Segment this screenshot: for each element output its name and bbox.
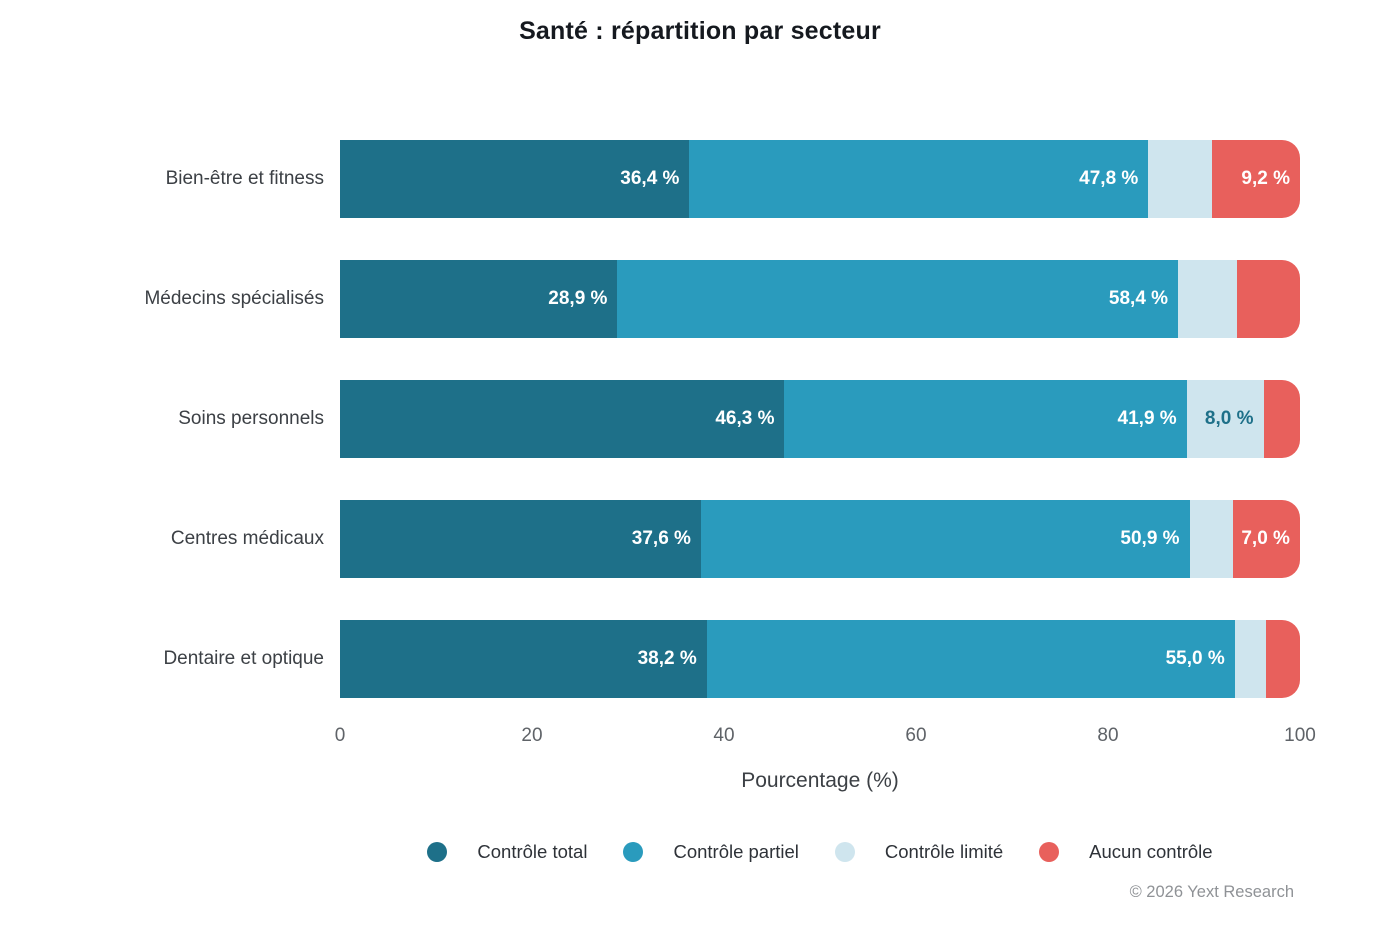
bar-segment-controle-total: 46,3 %	[340, 380, 785, 458]
bar-track: 38,2 % 55,0 %	[340, 620, 1300, 698]
bar-segment-controle-limite	[1234, 620, 1267, 698]
bar-row: Bien-être et fitness 36,4 % 47,8 % 9,2 %	[0, 119, 1400, 239]
bar-segment-controle-limite	[1148, 140, 1212, 218]
bar-track: 28,9 % 58,4 %	[340, 260, 1300, 338]
bar-track: 37,6 % 50,9 % 7,0 %	[340, 500, 1300, 578]
bar-segment-aucun-controle	[1266, 620, 1300, 698]
bar-segment-controle-total: 28,9 %	[340, 260, 618, 338]
segment-label: 28,9 %	[548, 288, 608, 309]
legend-label: Contrôle total	[477, 841, 588, 862]
x-axis-tick: 100	[1284, 725, 1316, 746]
x-axis-tick: 80	[1097, 725, 1119, 746]
bar-row: Centres médicaux 37,6 % 50,9 % 7,0 %	[0, 479, 1400, 599]
bar-segment-controle-total: 36,4 %	[340, 140, 690, 218]
x-axis-tick: 40	[713, 725, 735, 746]
category-label: Dentaire et optique	[163, 648, 324, 669]
legend-label: Contrôle partiel	[673, 841, 799, 862]
category-label: Soins personnels	[178, 408, 324, 429]
legend-dot-icon	[1039, 842, 1060, 862]
category-label: Médecins spécialisés	[144, 288, 324, 309]
bar-segment-aucun-controle	[1236, 260, 1300, 338]
bar-segment-controle-limite	[1189, 500, 1233, 578]
bar-segment-controle-partiel: 47,8 %	[689, 140, 1149, 218]
legend: Contrôle total Contrôle partiel Contrôle l…	[340, 841, 1300, 863]
bar-segment-aucun-controle: 7,0 %	[1232, 500, 1300, 578]
legend-label: Aucun contrôle	[1089, 841, 1213, 862]
segment-label: 41,9 %	[1117, 408, 1177, 429]
x-axis-tick: 20	[521, 725, 543, 746]
legend-dot-icon	[834, 842, 855, 862]
bar-segment-controle-partiel: 55,0 %	[706, 620, 1235, 698]
segment-label: 46,3 %	[715, 408, 775, 429]
segment-label: 50,9 %	[1120, 528, 1180, 549]
legend-dot-icon	[623, 842, 644, 862]
bar-row: Soins personnels 46,3 % 41,9 % 8,0 %	[0, 359, 1400, 479]
segment-label: 8,0 %	[1204, 408, 1254, 429]
x-axis-label: Pourcentage (%)	[741, 769, 899, 792]
bar-track: 46,3 % 41,9 % 8,0 %	[340, 380, 1300, 458]
bar-segment-controle-partiel: 58,4 %	[617, 260, 1179, 338]
segment-label: 47,8 %	[1079, 168, 1139, 189]
chart-title: Santé : répartition par secteur	[519, 17, 881, 45]
legend-item-controle-limite: Contrôle limité	[834, 841, 1004, 863]
legend-item-controle-partiel: Contrôle partiel	[623, 841, 799, 863]
bar-segment-controle-total: 38,2 %	[340, 620, 707, 698]
bar-row: Dentaire et optique 38,2 % 55,0 %	[0, 599, 1400, 719]
bar-track: 36,4 % 47,8 % 9,2 %	[340, 140, 1300, 218]
bar-segment-aucun-controle	[1263, 380, 1300, 458]
segment-label: 38,2 %	[637, 648, 697, 669]
x-axis-tick: 60	[905, 725, 927, 746]
footer-credit: © 2026 Yext Research	[1129, 883, 1294, 901]
x-axis: 0 20 40 60 80 100	[335, 725, 1316, 753]
segment-label: 7,0 %	[1241, 528, 1290, 549]
x-axis-tick: 0	[334, 725, 346, 746]
bar-rows: Bien-être et fitness 36,4 % 47,8 % 9,2 % Méd…	[0, 119, 1400, 719]
bar-segment-controle-limite	[1178, 260, 1237, 338]
legend-dot-icon	[427, 842, 448, 862]
category-label: Centres médicaux	[170, 528, 324, 549]
segment-label: 36,4 %	[620, 168, 680, 189]
legend-item-controle-total: Contrôle total	[427, 841, 587, 863]
segment-label: 37,6 %	[631, 528, 691, 549]
bar-segment-controle-partiel: 41,9 %	[784, 380, 1187, 458]
bar-segment-aucun-controle: 9,2 %	[1211, 140, 1300, 218]
bar-segment-controle-limite: 8,0 %	[1186, 380, 1264, 458]
segment-label: 9,2 %	[1241, 168, 1290, 189]
segment-label: 58,4 %	[1108, 288, 1169, 309]
category-label: Bien-être et fitness	[165, 168, 324, 189]
bar-segment-controle-total: 37,6 %	[340, 500, 701, 578]
legend-item-aucun-controle: Aucun contrôle	[1039, 841, 1213, 863]
legend-label: Contrôle limité	[884, 841, 1004, 862]
segment-label: 55,0 %	[1165, 648, 1225, 669]
bar-segment-controle-partiel: 50,9 %	[700, 500, 1190, 578]
bar-row: Médecins spécialisés 28,9 % 58,4 %	[0, 239, 1400, 359]
